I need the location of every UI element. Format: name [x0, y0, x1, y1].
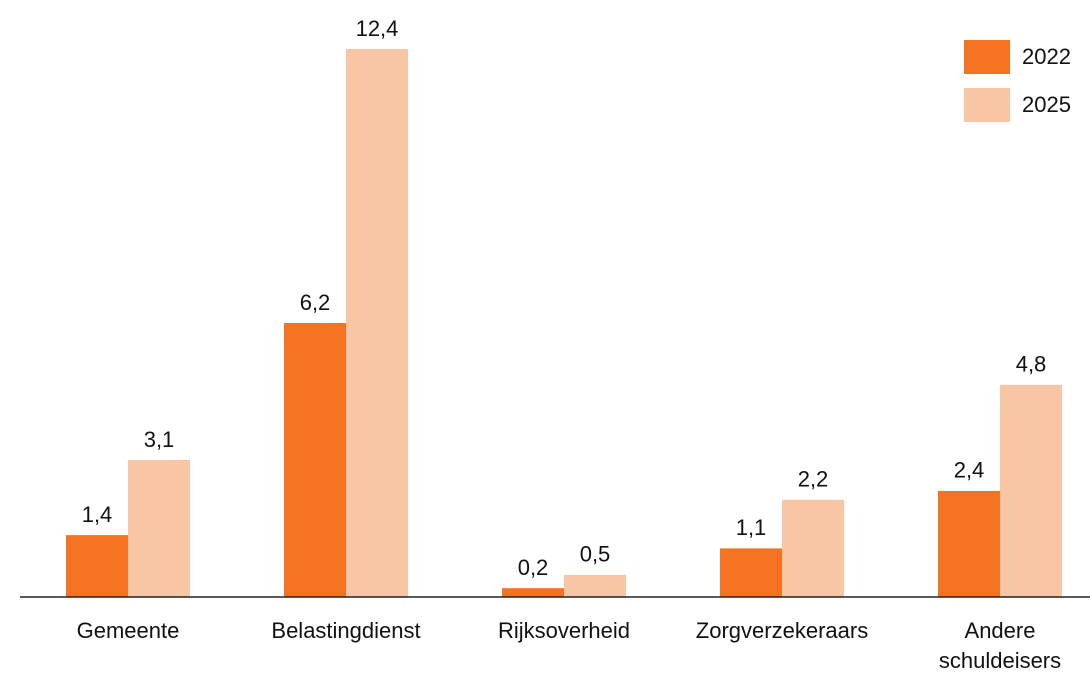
bar	[938, 490, 1000, 597]
x-tick-label: Rijksoverheid	[497, 618, 631, 643]
bar	[1000, 384, 1062, 597]
data-label: 0,2	[518, 555, 549, 580]
x-tick-label: Gemeente	[76, 618, 180, 643]
data-label: 0,5	[580, 542, 611, 567]
bar	[502, 588, 564, 597]
data-label: 1,1	[736, 515, 767, 540]
x-tick-label: Andere schuldeisers	[938, 618, 1062, 673]
bar	[564, 574, 626, 597]
data-label: 12,4	[356, 16, 399, 41]
bar	[346, 49, 408, 597]
x-tick-label: Belastingdienst	[271, 618, 421, 643]
legend-swatch	[964, 88, 1010, 122]
bar	[66, 535, 128, 597]
data-label: 6,2	[300, 290, 331, 315]
data-label: 1,4	[82, 502, 113, 527]
bar	[782, 499, 844, 597]
x-tick-label: Zorgverzekeraars	[695, 618, 869, 643]
bar	[720, 548, 782, 597]
legend-label: 2025	[1022, 92, 1071, 117]
data-label: 4,8	[1016, 352, 1047, 377]
data-label: 2,4	[954, 458, 985, 483]
legend-swatch	[964, 40, 1010, 74]
bar	[284, 323, 346, 597]
data-label: 2,2	[798, 467, 829, 492]
legend-label: 2022	[1022, 44, 1071, 69]
data-label: 3,1	[144, 427, 175, 452]
bar	[128, 460, 190, 597]
